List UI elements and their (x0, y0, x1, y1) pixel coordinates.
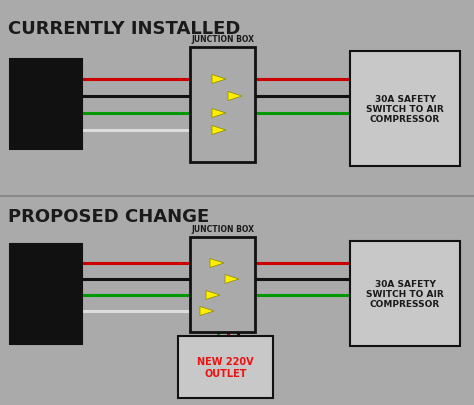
Polygon shape (212, 126, 226, 135)
Polygon shape (225, 275, 239, 284)
Bar (350, 241, 460, 346)
Polygon shape (212, 75, 226, 84)
Text: PROPOSED CHANGE: PROPOSED CHANGE (8, 207, 209, 226)
Text: JUNCTION BOX: JUNCTION BOX (191, 35, 254, 44)
Text: 30A SAFETY
SWITCH TO AIR
COMPRESSOR: 30A SAFETY SWITCH TO AIR COMPRESSOR (366, 94, 444, 124)
Text: NEW 220V
OUTLET: NEW 220V OUTLET (197, 356, 254, 378)
Polygon shape (228, 92, 242, 101)
Bar (10, 60, 82, 149)
Text: 30A 2
Pole
Breaker: 30A 2 Pole Breaker (24, 88, 68, 122)
Text: 30A SAFETY
SWITCH TO AIR
COMPRESSOR: 30A SAFETY SWITCH TO AIR COMPRESSOR (366, 279, 444, 309)
Text: CURRENTLY INSTALLED: CURRENTLY INSTALLED (8, 20, 240, 38)
Bar (190, 48, 255, 162)
Polygon shape (212, 109, 226, 118)
Polygon shape (206, 291, 220, 300)
Polygon shape (200, 307, 214, 316)
Text: JUNCTION BOX: JUNCTION BOX (191, 224, 254, 233)
Bar (350, 52, 460, 166)
Bar (178, 336, 273, 398)
Polygon shape (210, 259, 224, 268)
Bar (190, 237, 255, 332)
Bar (10, 244, 82, 344)
Text: 30A 2
Pole
Breaker: 30A 2 Pole Breaker (24, 278, 68, 311)
